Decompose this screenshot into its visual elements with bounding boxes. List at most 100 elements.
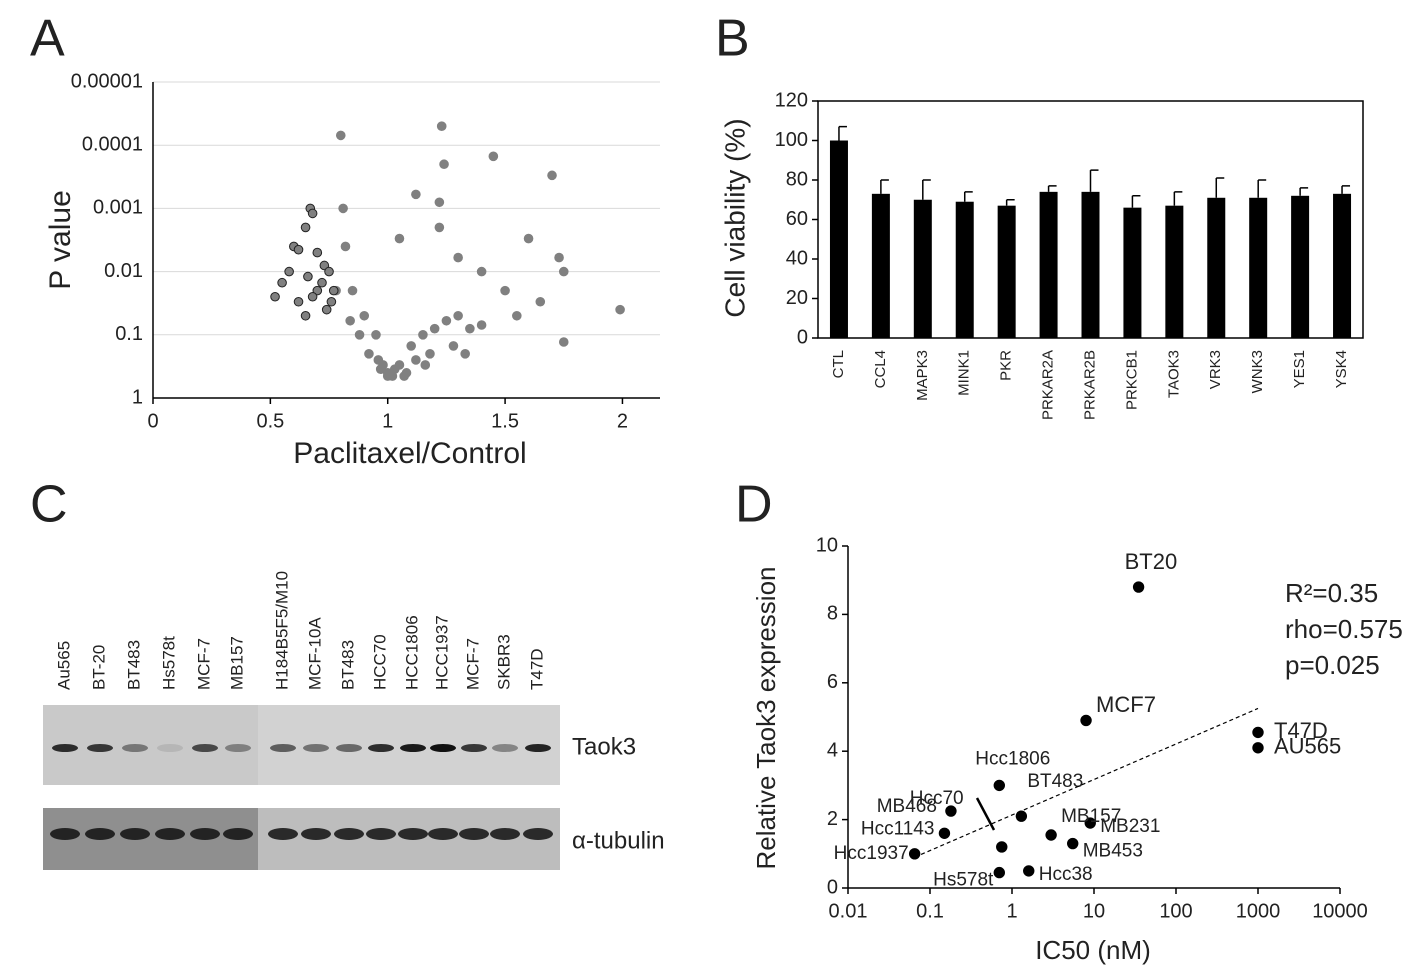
y-tick-label: 4 [827, 739, 838, 761]
band [122, 744, 148, 752]
x-tick-label: PRKAR2B [1081, 350, 1098, 420]
band [490, 828, 520, 840]
point [399, 371, 409, 381]
band [301, 828, 331, 840]
y-axis-title: P value [44, 190, 77, 290]
bar [1249, 197, 1268, 338]
bar [1333, 193, 1352, 338]
band [398, 828, 428, 840]
error-bar [1005, 199, 1015, 206]
y-tick-label: 2 [827, 808, 838, 830]
lane-label: Au565 [54, 641, 73, 690]
point [1023, 865, 1035, 877]
error-bar [838, 125, 847, 141]
bar [997, 205, 1016, 338]
error-bar [922, 179, 931, 200]
point [277, 277, 287, 288]
point [354, 330, 365, 340]
point [406, 341, 416, 351]
point [321, 304, 332, 315]
x-axis-title: IC50 (nM) [1035, 935, 1151, 965]
lane-label: MCF-10A [305, 617, 324, 690]
x-tick-label: 0.01 [829, 900, 868, 922]
point [373, 355, 384, 365]
lane-label: Hs578t [159, 636, 178, 690]
point-label: BT483 [1027, 771, 1083, 792]
blot-tubulin-left [43, 808, 258, 870]
band-label: Taok3 [572, 733, 636, 760]
y-axis-title: Relative Taok3 expression [751, 566, 781, 869]
x-tick-label: 0.5 [256, 410, 284, 432]
point [558, 337, 569, 347]
x-tick-label: VRK3 [1207, 350, 1224, 389]
point [411, 189, 421, 200]
band-label: α-tubulin [572, 827, 665, 854]
panel-label: C [30, 476, 68, 534]
y-tick-label: 8 [827, 603, 838, 625]
lane-label: MCF-7 [463, 638, 482, 690]
point [307, 291, 318, 302]
point [394, 233, 405, 244]
y-tick-label: 120 [775, 89, 808, 111]
x-tick-label: 2 [617, 410, 628, 432]
y-tick-label: 0.0001 [82, 133, 143, 155]
y-tick-label: 0 [797, 326, 808, 348]
bar [1291, 195, 1310, 338]
point-label: Hcc38 [1039, 864, 1093, 885]
lane-label: HCC1937 [432, 615, 451, 690]
point [938, 827, 951, 839]
point [453, 310, 463, 321]
bar [1165, 205, 1184, 338]
band [428, 828, 458, 840]
point [500, 285, 510, 296]
band [155, 828, 185, 840]
point-label: Hcc1806 [975, 748, 1050, 769]
point [284, 266, 294, 277]
point [547, 170, 557, 181]
band [334, 828, 364, 840]
point [441, 315, 452, 326]
point [434, 197, 445, 208]
y-tick-label: 60 [786, 208, 808, 230]
blot-taok3-left [43, 705, 258, 785]
point [945, 805, 957, 817]
point [312, 247, 323, 258]
bar [871, 193, 890, 338]
annotation: p=0.025 [1285, 650, 1380, 680]
lane-label: SKBR3 [494, 634, 513, 690]
error-bar [1047, 185, 1057, 192]
point [293, 244, 304, 255]
lane-label: BT483 [338, 640, 357, 690]
panel-label: D [735, 476, 773, 534]
lane-label: BT483 [124, 640, 143, 690]
y-tick-label: 0.1 [115, 323, 143, 345]
point [615, 304, 625, 315]
error-bar [963, 191, 973, 202]
point [375, 364, 386, 374]
point [554, 252, 564, 263]
x-tick-label: 1 [382, 410, 393, 432]
band [366, 828, 396, 840]
point [1015, 810, 1028, 822]
panel-label: B [715, 10, 750, 68]
y-tick-label: 80 [786, 168, 808, 190]
point [908, 848, 921, 860]
error-bar [1131, 195, 1141, 208]
x-tick-label: 100 [1159, 900, 1192, 922]
y-axis-title: Cell viability (%) [719, 118, 750, 317]
x-tick-label: CCL4 [872, 350, 889, 388]
point [335, 130, 346, 141]
x-tick-label: 10 [1083, 900, 1105, 922]
point [996, 841, 1008, 853]
point [340, 241, 351, 252]
point [439, 159, 449, 170]
lane-label: BT-20 [89, 645, 108, 690]
band [268, 828, 298, 840]
lane-label: H184B5F5/M10 [272, 571, 291, 690]
x-axis-title: Paclitaxel/Control [293, 437, 526, 470]
point-label: MB157 [1061, 806, 1121, 827]
y-tick-label: 10 [816, 534, 838, 556]
y-tick-label: 0 [827, 876, 838, 898]
point [293, 296, 304, 307]
point [476, 320, 487, 330]
